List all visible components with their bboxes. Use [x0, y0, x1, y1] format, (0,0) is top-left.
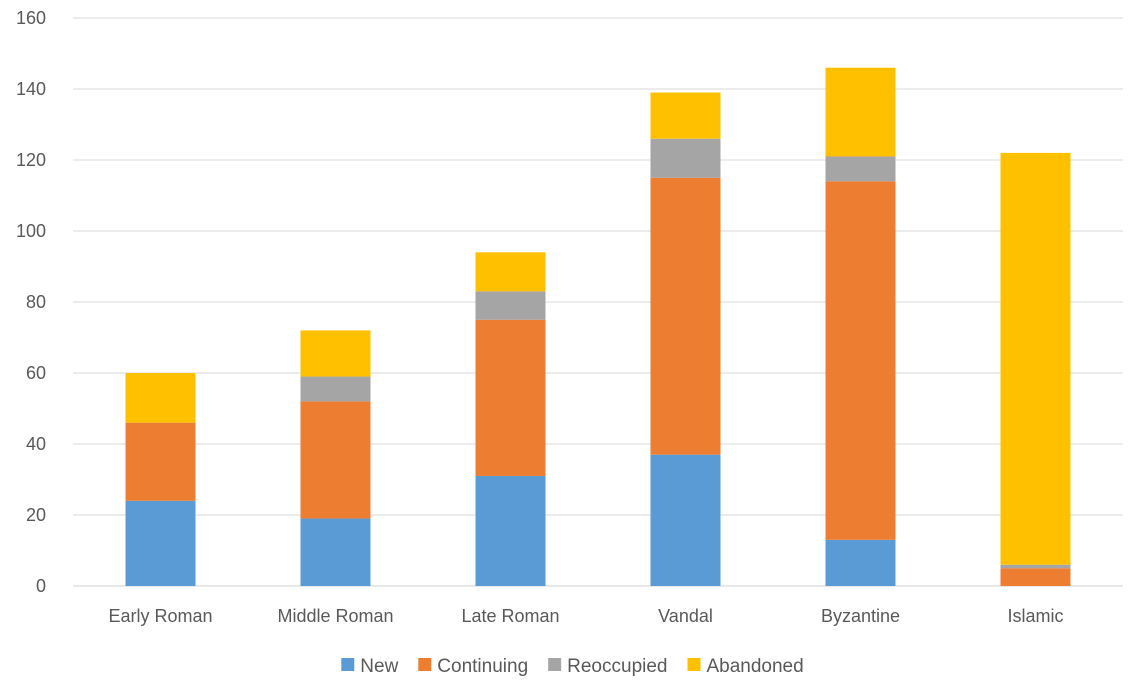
- y-tick-label: 60: [26, 363, 46, 383]
- y-tick-label: 120: [16, 150, 46, 170]
- legend-label: Continuing: [437, 656, 528, 677]
- bar-segment-new: [825, 539, 896, 586]
- gridlines: [73, 17, 1123, 587]
- bar-segment-continuing: [1000, 568, 1071, 586]
- y-tick-label: 160: [16, 8, 46, 28]
- legend-swatch-new: [341, 658, 355, 671]
- x-axis-tick-labels: Early Roman Middle Roman Late Roman Vandal B…: [108, 606, 1063, 626]
- legend-label: New: [360, 656, 398, 677]
- x-tick-label: Early Roman: [108, 606, 212, 626]
- y-tick-label: 0: [36, 576, 46, 596]
- bar-segment-abandoned: [125, 373, 196, 423]
- legend: New Continuing Reoccupied Abandoned: [341, 656, 804, 677]
- bar-segment-reoccupied: [475, 291, 546, 320]
- y-tick-label: 40: [26, 434, 46, 454]
- legend-label: Reoccupied: [567, 656, 667, 677]
- bar-segment-continuing: [825, 181, 896, 540]
- bar-segment-reoccupied: [1000, 564, 1071, 569]
- bar-segment-new: [650, 454, 721, 586]
- bar-segment-continuing: [300, 401, 371, 519]
- x-tick-label: Byzantine: [821, 606, 900, 626]
- y-tick-label: 100: [16, 221, 46, 241]
- x-tick-label: Middle Roman: [277, 606, 393, 626]
- bar-segment-new: [300, 518, 371, 586]
- x-tick-label: Late Roman: [461, 606, 559, 626]
- bar-segment-reoccupied: [825, 156, 896, 182]
- legend-swatch-reoccupied: [548, 658, 562, 671]
- bar-segment-abandoned: [300, 330, 371, 377]
- y-tick-label: 20: [26, 505, 46, 525]
- y-tick-label: 140: [16, 79, 46, 99]
- bars: [125, 67, 1071, 586]
- bar-segment-abandoned: [825, 67, 896, 157]
- bar-segment-continuing: [125, 422, 196, 501]
- x-tick-label: Vandal: [658, 606, 713, 626]
- bar-segment-new: [125, 500, 196, 586]
- bar-segment-continuing: [650, 177, 721, 455]
- bar-segment-abandoned: [650, 92, 721, 139]
- bar-segment-continuing: [475, 319, 546, 476]
- bar-segment-new: [475, 475, 546, 586]
- bar-segment-reoccupied: [650, 138, 721, 178]
- bar-segment-abandoned: [1000, 152, 1071, 565]
- x-tick-label: Islamic: [1007, 606, 1063, 626]
- bar-segment-reoccupied: [300, 376, 371, 402]
- legend-label: Abandoned: [706, 656, 803, 677]
- legend-swatch-abandoned: [687, 658, 701, 671]
- legend-swatch-continuing: [418, 658, 432, 671]
- bar-segment-abandoned: [475, 252, 546, 292]
- y-tick-label: 80: [26, 292, 46, 312]
- y-axis-tick-labels: 0 20 40 60 80 100 120 140 160: [16, 8, 46, 596]
